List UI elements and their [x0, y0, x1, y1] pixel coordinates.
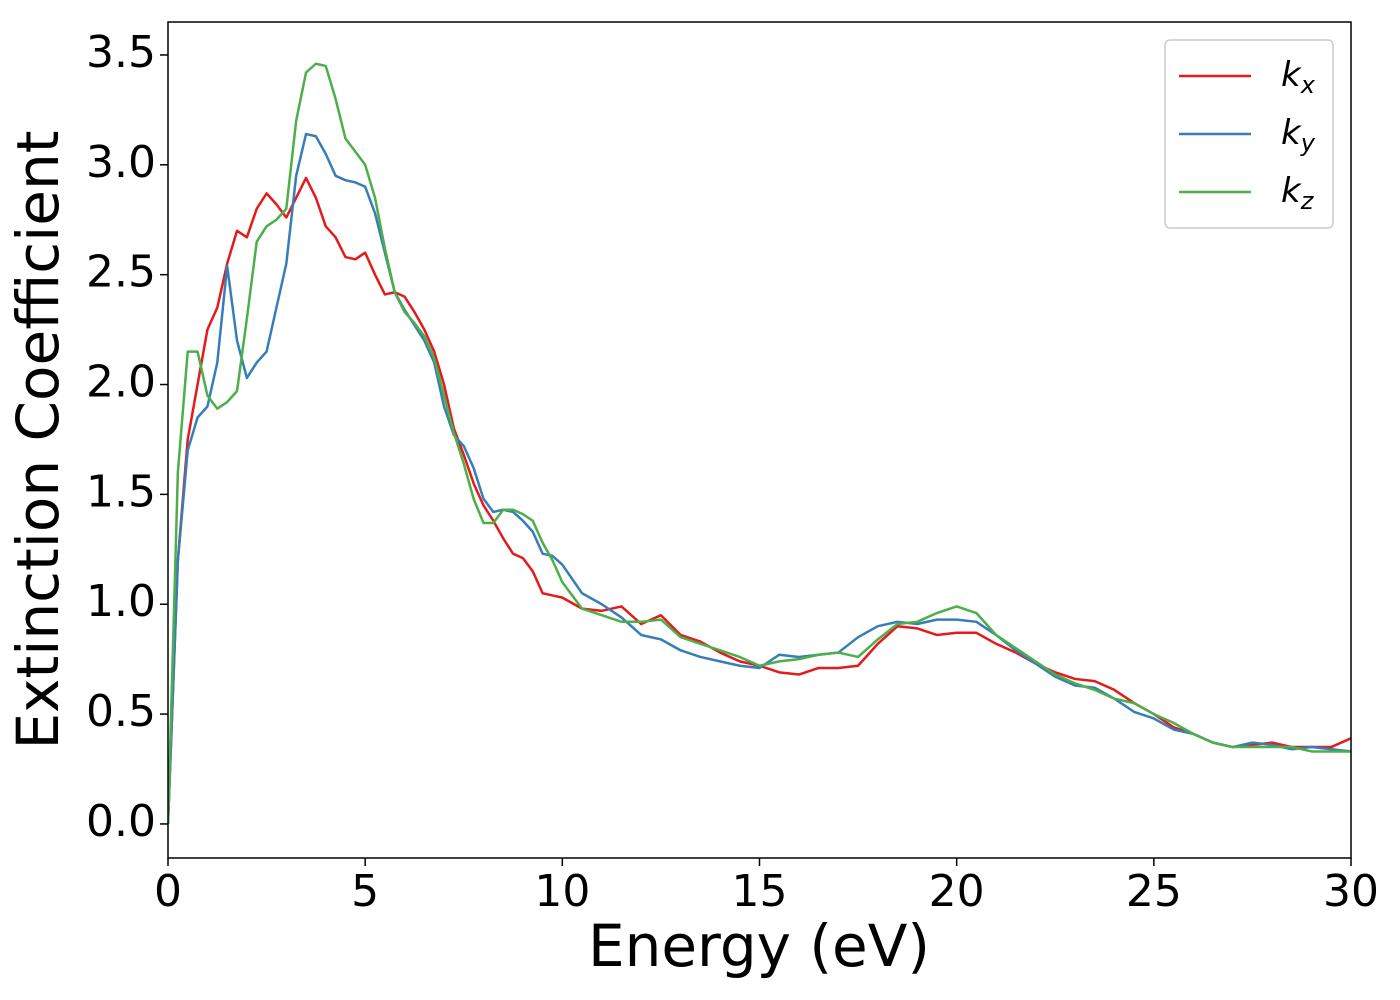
- data-line: [168, 176, 1351, 824]
- y-tick-label: 1.0: [86, 576, 156, 627]
- x-tick-label: 30: [1323, 866, 1379, 917]
- x-tick-label: 20: [929, 866, 985, 917]
- x-tick-label: 0: [154, 866, 182, 917]
- y-tick-label: 3.0: [86, 137, 156, 188]
- y-tick-label: 0.5: [86, 686, 156, 737]
- x-tick-label: 15: [732, 866, 788, 917]
- y-tick-label: 0.0: [86, 796, 156, 847]
- data-line: [168, 62, 1351, 824]
- x-tick-label: 25: [1126, 866, 1182, 917]
- x-tick-label: 10: [534, 866, 590, 917]
- legend-label: kx: [1281, 55, 1316, 100]
- legend-label: ky: [1281, 113, 1316, 158]
- plot-frame: [167, 21, 1352, 859]
- legend-label: kz: [1281, 171, 1315, 216]
- y-axis-label: Extinction Coefficient: [4, 131, 72, 750]
- x-axis-label: Energy (eV): [588, 912, 930, 980]
- y-tick-label: 3.5: [86, 27, 156, 78]
- data-line: [168, 132, 1351, 824]
- x-tick-label: 5: [351, 866, 379, 917]
- y-tick-label: 2.5: [86, 247, 156, 298]
- y-tick-label: 2.0: [86, 357, 156, 408]
- y-tick-label: 1.5: [86, 466, 156, 517]
